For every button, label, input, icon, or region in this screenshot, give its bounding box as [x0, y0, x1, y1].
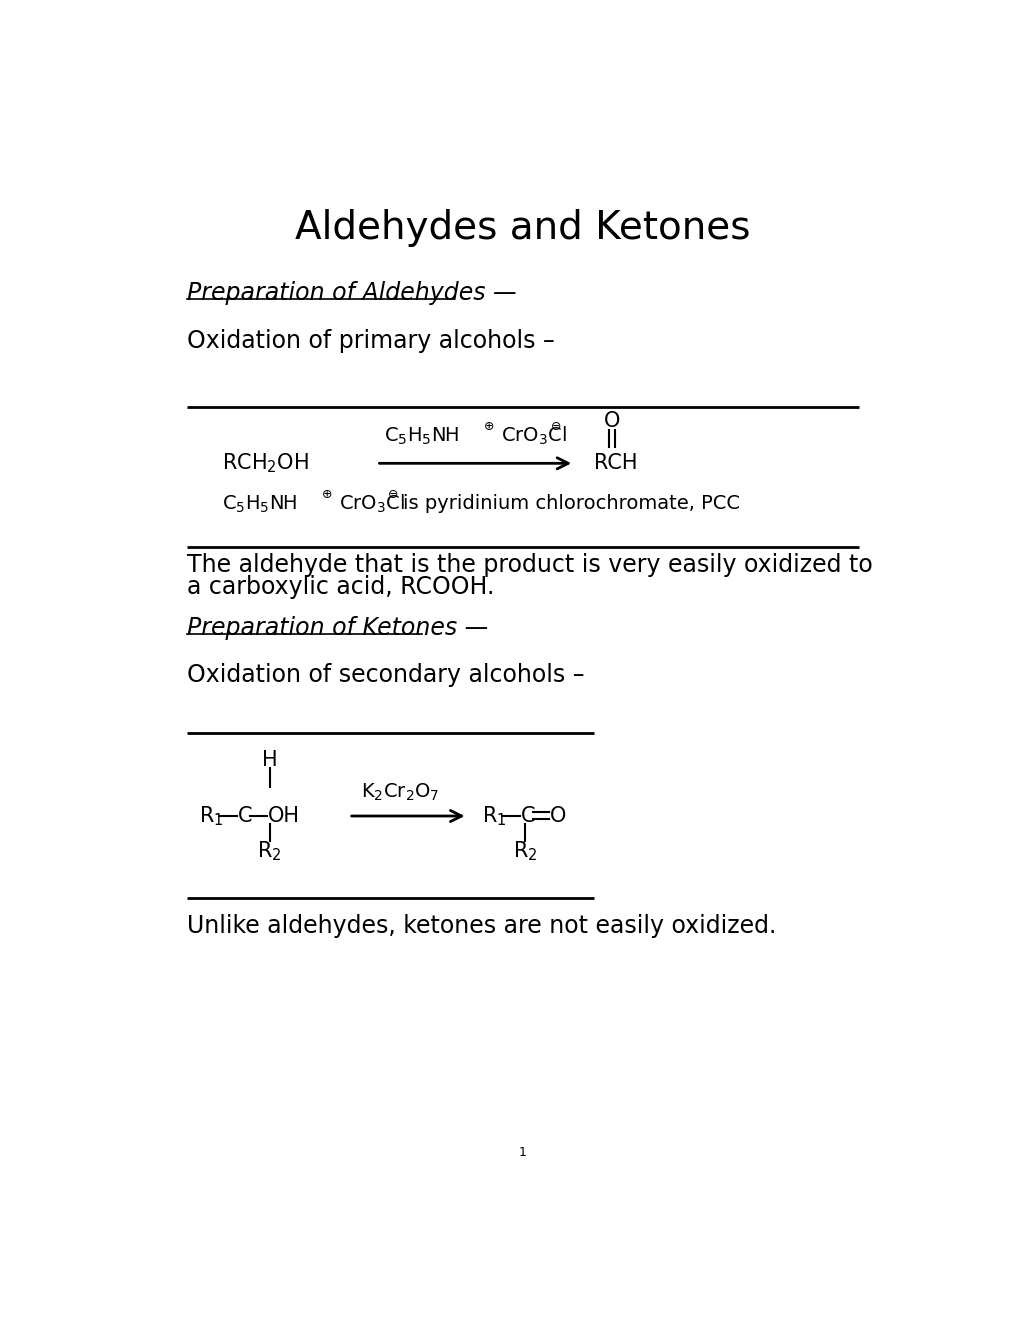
Text: Oxidation of primary alcohols –: Oxidation of primary alcohols – [186, 330, 554, 354]
Text: RCH: RCH [593, 453, 637, 474]
Text: CrO$_3$Cl: CrO$_3$Cl [500, 425, 566, 447]
Text: R$_1$: R$_1$ [481, 804, 505, 828]
Text: Preparation of Ketones —: Preparation of Ketones — [186, 616, 487, 640]
Text: OH: OH [268, 807, 300, 826]
Text: O: O [549, 807, 566, 826]
Text: C$_5$H$_5$NH: C$_5$H$_5$NH [384, 425, 460, 446]
Text: Preparation of Aldehydes —: Preparation of Aldehydes — [186, 281, 516, 305]
Text: C$_5$H$_5$NH: C$_5$H$_5$NH [222, 494, 298, 515]
Text: Unlike aldehydes, ketones are not easily oxidized.: Unlike aldehydes, ketones are not easily… [186, 913, 775, 937]
Text: C: C [238, 807, 253, 826]
Text: $\ominus$: $\ominus$ [386, 488, 397, 502]
Text: $\ominus$: $\ominus$ [550, 420, 561, 433]
Text: a carboxylic acid, RCOOH.: a carboxylic acid, RCOOH. [186, 576, 493, 599]
Text: Aldehydes and Ketones: Aldehydes and Ketones [294, 209, 750, 247]
Text: $\oplus$: $\oplus$ [321, 488, 332, 502]
Text: The aldehyde that is the product is very easily oxidized to: The aldehyde that is the product is very… [186, 553, 871, 577]
Text: C: C [521, 807, 535, 826]
Text: 1: 1 [519, 1146, 526, 1159]
Text: is pyridinium chlorochromate, PCC: is pyridinium chlorochromate, PCC [403, 495, 739, 513]
Text: R$_2$: R$_2$ [513, 840, 537, 863]
Text: CrO$_3$Cl: CrO$_3$Cl [338, 492, 404, 515]
Text: R$_1$: R$_1$ [199, 804, 223, 828]
Text: H: H [262, 750, 277, 770]
Text: K$_2$Cr$_2$O$_7$: K$_2$Cr$_2$O$_7$ [361, 781, 438, 804]
Text: O: O [603, 411, 620, 430]
Text: RCH$_2$OH: RCH$_2$OH [222, 451, 309, 475]
Text: R$_2$: R$_2$ [257, 840, 282, 863]
Text: Oxidation of secondary alcohols –: Oxidation of secondary alcohols – [186, 663, 584, 686]
Text: $\oplus$: $\oplus$ [483, 420, 494, 433]
